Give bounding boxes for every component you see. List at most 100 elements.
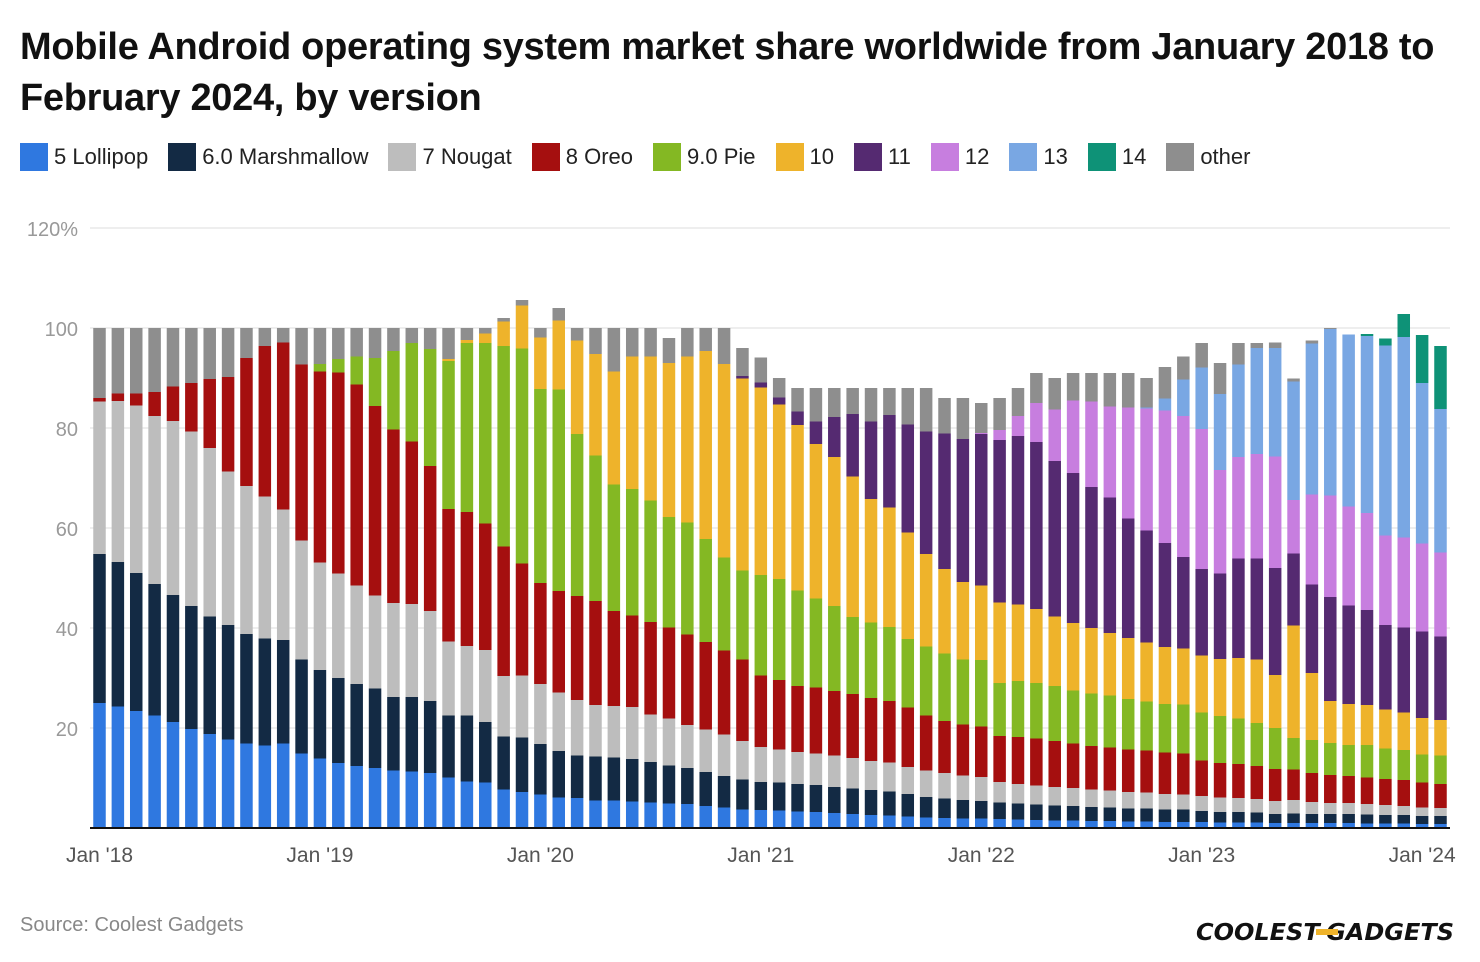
bar-segment (754, 387, 768, 575)
legend-swatch (775, 143, 804, 171)
bar-segment (864, 388, 878, 422)
bar-segment (1195, 569, 1208, 656)
y-tick-label: 120% (27, 219, 78, 241)
bar-segment (754, 782, 768, 810)
bar-segment (1213, 822, 1227, 828)
bar-segment (1360, 705, 1374, 745)
bar-segment (1379, 338, 1392, 346)
bar-segment (864, 815, 878, 828)
bar-segment (644, 328, 657, 357)
bar-segment (956, 398, 970, 439)
bar-segment (185, 606, 198, 729)
bar-segment (1195, 822, 1208, 828)
bar-segment (1140, 750, 1153, 793)
legend-label: other (1200, 144, 1251, 169)
bar-segment (1232, 457, 1245, 559)
bar-segment (276, 328, 290, 343)
bar-segment (1397, 815, 1411, 824)
bar-segment (1434, 816, 1447, 824)
bar-segment (276, 342, 290, 510)
bar-segment (1158, 752, 1172, 794)
bar-segment (938, 433, 951, 569)
bar-segment (901, 816, 915, 828)
bar-segment (589, 455, 602, 601)
bar-segment (1268, 568, 1282, 675)
bar-segment (1232, 822, 1245, 828)
bar-segment (111, 393, 125, 401)
bar-segment (332, 328, 345, 359)
y-tick-label: 100 (45, 319, 78, 341)
legend-item: 13 (1009, 143, 1068, 171)
bar-segment (276, 509, 290, 640)
legend-label: 13 (1043, 144, 1068, 169)
bar-segment (681, 725, 694, 768)
bar-segment (1379, 535, 1392, 625)
bar-segment (1342, 605, 1355, 704)
bar-segment (883, 791, 896, 816)
bar-segment (681, 804, 694, 828)
bar-segment (1434, 720, 1447, 756)
source-note: Source: Coolest Gadgets (20, 914, 244, 936)
bar-segment (1121, 638, 1135, 699)
bar-segment (1287, 625, 1300, 738)
bar-segment (405, 328, 419, 343)
bar-segment (1379, 815, 1392, 824)
bar-segment (148, 584, 161, 716)
bar-segment (1434, 552, 1447, 637)
bar-segment (828, 417, 841, 457)
bar-segment (534, 744, 547, 795)
bar-segment (864, 421, 878, 499)
bar-segment (1305, 814, 1319, 823)
bar-segment (791, 388, 804, 412)
bar-segment (1324, 328, 1337, 329)
bar-segment (534, 794, 547, 828)
bar-segment (1232, 764, 1245, 798)
legend-item: 8 Oreo (531, 143, 633, 171)
bar-segment (1195, 760, 1208, 796)
bar-segment (1287, 823, 1300, 828)
bar-segment (387, 603, 400, 697)
bar-segment (993, 736, 1006, 782)
bar-segment (93, 398, 106, 402)
bar-segment (515, 675, 529, 738)
bar-segment (570, 798, 584, 828)
bar-segment (1287, 500, 1300, 554)
bar-segment (1103, 790, 1117, 808)
bar-segment (681, 522, 694, 635)
x-tick-label: Jan '21 (727, 844, 794, 867)
bar-segment (644, 714, 657, 762)
bar-segment (699, 328, 712, 351)
bar-segment (828, 691, 841, 756)
bar-segment (1140, 408, 1153, 531)
bar-segment (552, 389, 565, 591)
bar-segment (387, 429, 400, 603)
bar-segment (993, 398, 1006, 430)
bar-segment (1158, 704, 1172, 753)
x-tick-label: Jan '22 (948, 844, 1015, 867)
bar-segment (203, 448, 216, 617)
bar-segment (1250, 766, 1264, 799)
legend-swatch (1009, 143, 1038, 171)
bar-segment (1324, 823, 1337, 828)
bar-segment (203, 616, 216, 734)
bar-segment (625, 328, 639, 357)
bar-segment (846, 617, 859, 694)
bar-segment (1232, 343, 1245, 365)
bar-segment (570, 340, 584, 434)
bar-segment (1415, 816, 1429, 824)
bar-segment (93, 328, 106, 398)
bar-segment (460, 781, 474, 828)
bar-segment (681, 356, 694, 523)
bar-segment (1085, 373, 1098, 402)
bar-segment (1287, 381, 1300, 500)
bar-segment (295, 540, 308, 660)
bar-segment (1415, 631, 1429, 718)
bar-segment (1195, 811, 1208, 822)
bar-segment (1177, 753, 1190, 795)
bar-segment (479, 328, 492, 334)
bar-segment (1011, 436, 1025, 605)
bar-segment (607, 611, 621, 706)
bar-segment (240, 486, 253, 634)
bar-segment (1048, 409, 1061, 461)
bar-segment (1195, 429, 1208, 569)
